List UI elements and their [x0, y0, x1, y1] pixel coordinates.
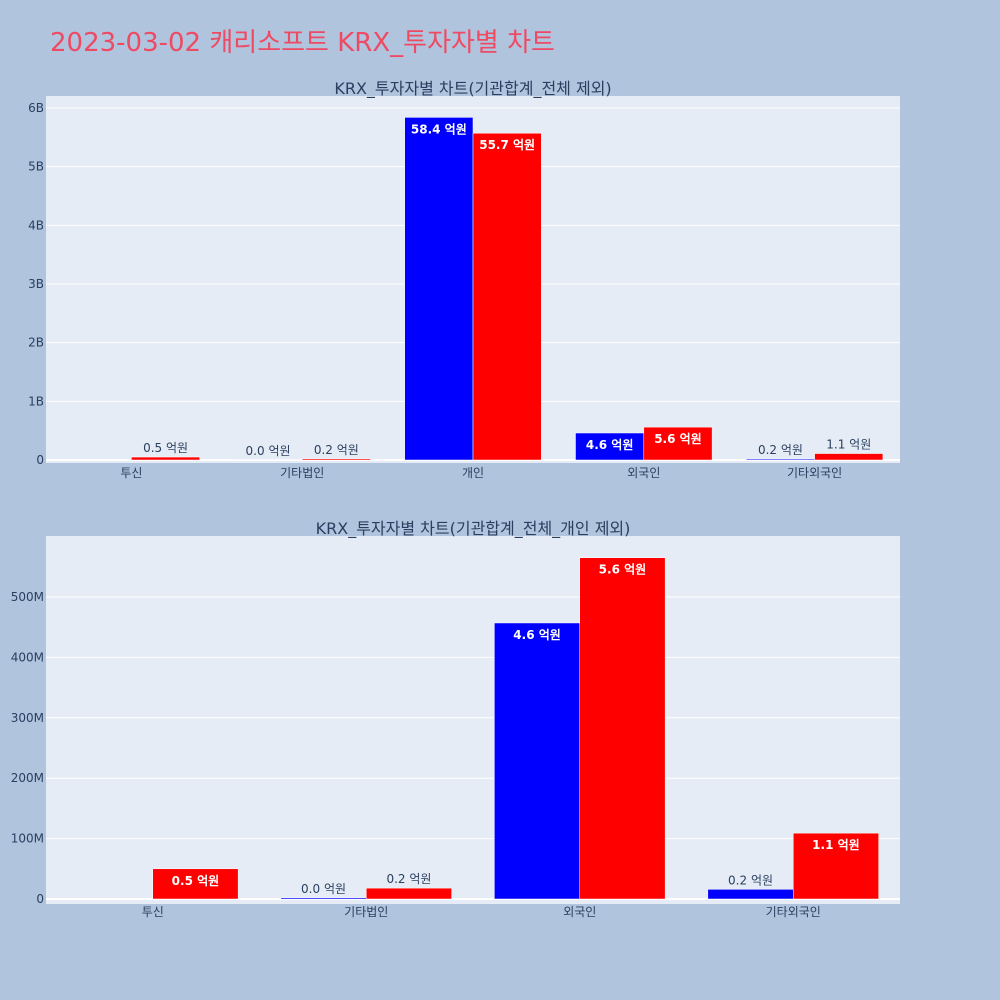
x-tick-label: 기타법인 [344, 905, 388, 919]
x-tick-label: 기타법인 [280, 466, 324, 480]
chart-top: KRX_투자자별 차트(기관합계_전체 제외)01B2B3B4B5B6B투신0.… [28, 79, 900, 480]
chart-title: KRX_투자자별 차트(기관합계_전체 제외) [334, 79, 611, 99]
bar [746, 458, 815, 461]
chart-title: KRX_투자자별 차트(기관합계_전체_개인 제외) [316, 519, 631, 539]
y-tick-label: 5B [28, 160, 44, 174]
bar [404, 117, 474, 461]
bar-data-label: 5.6 억원 [654, 432, 702, 446]
bar-data-label: 0.0 억원 [246, 444, 291, 458]
bar [814, 453, 884, 461]
bar-data-label: 0.2 억원 [728, 873, 773, 887]
plot-area [46, 536, 900, 904]
bar [793, 832, 879, 900]
y-tick-label: 500M [11, 590, 44, 604]
bar [301, 458, 371, 461]
y-tick-label: 4B [28, 218, 44, 232]
y-tick-label: 1B [28, 394, 44, 408]
bar [472, 132, 542, 461]
x-tick-label: 투신 [142, 905, 164, 919]
bar-data-label: 55.7 억원 [479, 138, 535, 152]
bar [366, 887, 452, 900]
bar-data-label: 0.5 억원 [143, 441, 188, 455]
x-tick-label: 투신 [120, 466, 142, 480]
bar-data-label: 0.2 억원 [314, 443, 359, 457]
bar-data-label: 1.1 억원 [812, 838, 860, 852]
y-tick-label: 300M [11, 711, 44, 725]
bar [707, 889, 794, 900]
x-tick-label: 개인 [462, 466, 484, 480]
y-tick-label: 3B [28, 277, 44, 291]
chart-bottom: KRX_투자자별 차트(기관합계_전체_개인 제외) 0 100M 200M 300M 4… [11, 519, 900, 919]
y-tick-label: 0 [36, 453, 44, 467]
y-tick-label: 0 [36, 892, 44, 906]
y-tick-label: 100M [11, 832, 44, 846]
page-title: 2023-03-02 캐리소프트 KRX_투자자별 차트 [50, 28, 555, 58]
y-tick-label: 400M [11, 650, 44, 664]
x-tick-label: 기타외국인 [787, 466, 842, 480]
bar [280, 897, 367, 900]
bar-data-label: 0.2 억원 [386, 872, 431, 886]
bar-data-label: 0.0 억원 [301, 882, 346, 896]
bar-data-label: 0.2 억원 [758, 443, 803, 457]
bar [579, 557, 666, 900]
bar-data-label: 0.5 억원 [172, 874, 220, 888]
y-tick-label: 200M [11, 771, 44, 785]
bar-data-label: 1.1 억원 [826, 438, 871, 452]
bar [494, 622, 581, 900]
bar-data-label: 58.4 억원 [411, 122, 467, 136]
y-tick-label: 2B [28, 336, 44, 350]
x-tick-label: 외국인 [563, 905, 596, 919]
x-tick-label: 기타외국인 [766, 905, 821, 919]
y-tick-label: 6B [28, 101, 44, 115]
bar [152, 868, 239, 900]
bar-data-label: 4.6 억원 [513, 628, 561, 642]
bar [643, 426, 713, 461]
bar-data-label: 4.6 억원 [586, 438, 634, 452]
bar [131, 456, 200, 461]
bar-data-label: 5.6 억원 [599, 563, 647, 577]
x-tick-label: 외국인 [627, 466, 660, 480]
